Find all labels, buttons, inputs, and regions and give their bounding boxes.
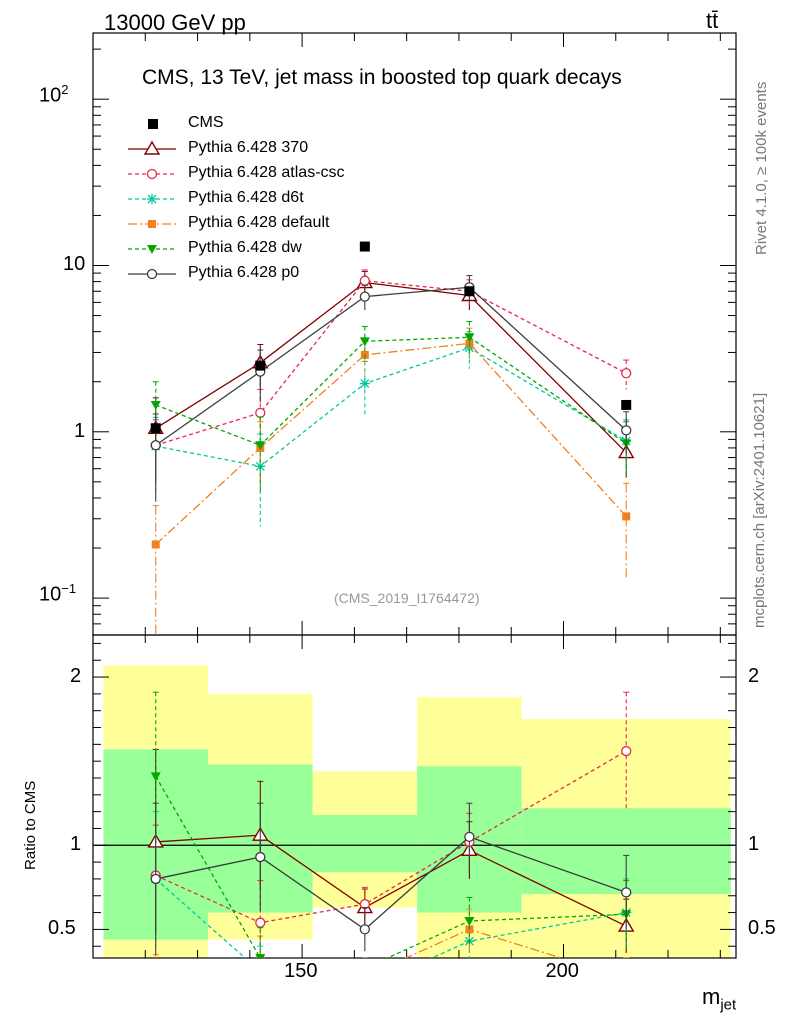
series-ratio-point [150, 873, 161, 885]
series-ratio-line [404, 928, 564, 958]
series-ratio-point [464, 916, 475, 926]
series-main-2 [150, 331, 632, 527]
y-tick-label: 102 [39, 82, 69, 107]
series-ratio-point [255, 966, 265, 976]
series-ratio-point [360, 964, 370, 973]
analysis-id: (CMS_2019_I1764472) [334, 590, 480, 606]
legend-label: Pythia 6.428 d6t [188, 189, 304, 206]
ratio-axis-label: Ratio to CMS [22, 780, 39, 870]
rivet-label: Rivet 4.1.0, ≥ 100k events [753, 81, 770, 255]
legend-marker [146, 268, 158, 280]
series-point [255, 441, 266, 451]
x-axis-label: m_jetmjet [702, 984, 737, 1014]
series-point [150, 440, 161, 451]
ratio-panel-border [92, 634, 737, 959]
series-line [155, 342, 627, 545]
series-ratio-point [622, 974, 630, 982]
mcplots-label: mcplots.cern.ch [arXiv:2401.10621] [751, 392, 768, 628]
cms-data-layer [150, 241, 632, 434]
ratio-band-inner [312, 815, 418, 873]
legend-label: Pythia 6.428 370 [188, 139, 309, 156]
series-point [151, 540, 160, 549]
series-point [359, 378, 370, 389]
series-ratio-5 [150, 802, 632, 955]
legend-label: CMS [188, 114, 224, 131]
series-ratio-point [152, 976, 160, 984]
series-point [622, 512, 631, 521]
series-main-1 [150, 269, 632, 485]
series-point [464, 333, 475, 343]
x-tick-label: 200 [545, 960, 579, 982]
legend-label: Pythia 6.428 dw [188, 239, 302, 256]
series-point [359, 291, 370, 302]
series-main-5 [150, 275, 632, 502]
legend-marker [146, 168, 158, 180]
ratio-tick-label-right: 0.5 [748, 917, 776, 940]
cms-data-point [359, 241, 370, 252]
series-layer [147, 269, 635, 993]
cms-data-point [255, 360, 266, 371]
series-main-0 [147, 271, 635, 482]
series-line [155, 286, 627, 446]
series-ratio-point [621, 745, 632, 757]
legend-label: Pythia 6.428 default [188, 214, 330, 231]
chart-title: CMS, 13 TeV, jet mass in boosted top qua… [142, 66, 622, 89]
header-left: 13000 GeV pp [104, 10, 246, 35]
series-line [155, 336, 627, 447]
legend-label: Pythia 6.428 atlas-csc [188, 164, 345, 181]
series-ratio-point [150, 772, 161, 782]
y-tick-label: 10−1 [39, 581, 77, 606]
ratio-tick-label: 2 [70, 665, 82, 688]
legend [128, 119, 176, 280]
ratio-tick-label-right: 2 [748, 665, 760, 688]
cms-data-point [464, 286, 475, 297]
series-ratio-point [621, 887, 632, 898]
series-line [155, 281, 627, 454]
legend-marker [148, 119, 158, 129]
legend-marker [147, 194, 157, 204]
ratio-tick-label-right: 1 [748, 833, 760, 856]
series-ratio-point [361, 973, 369, 981]
series-ratio-point [255, 851, 266, 863]
series-line [155, 280, 627, 446]
header-right: tt̄ [706, 8, 719, 33]
cms-data-point [150, 423, 161, 434]
series-ratio-line [155, 878, 627, 958]
series-ratio-point [360, 983, 370, 993]
ratio-tick-label: 1 [70, 833, 82, 856]
series-main-4 [150, 321, 632, 493]
legend-marker [148, 220, 156, 228]
x-tick-label: 150 [284, 960, 318, 982]
series-ratio-point [464, 831, 475, 843]
y-tick-label: 1 [74, 419, 86, 442]
series-point [255, 407, 266, 418]
legend-label: Pythia 6.428 p0 [188, 264, 300, 281]
series-ratio-point [359, 924, 370, 935]
y-tick-label: 10 [63, 253, 86, 276]
series-point [621, 425, 632, 436]
legend-marker [147, 245, 157, 254]
series-point [621, 368, 632, 379]
ratio-tick-label: 0.5 [48, 917, 76, 940]
series-point [150, 400, 161, 410]
series-ratio-point [255, 917, 266, 928]
ratio-panel-frame [92, 634, 737, 959]
series-point [359, 275, 370, 286]
series-ratio-point [255, 954, 266, 958]
cms-data-point [621, 399, 632, 410]
ratio-uncertainty-bands [103, 665, 731, 958]
series-point [359, 337, 370, 347]
legend-marker [143, 140, 161, 155]
